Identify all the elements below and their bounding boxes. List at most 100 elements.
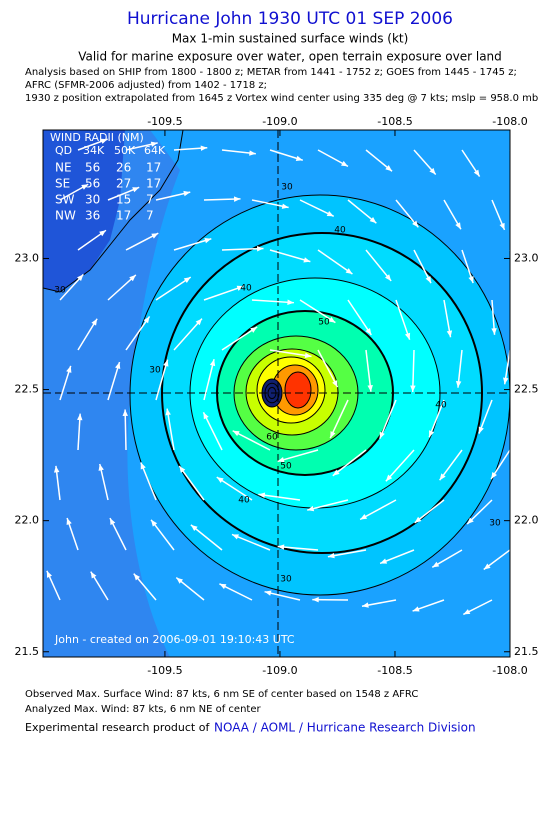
- wind-arrow-head: [295, 155, 303, 161]
- wind-arrow: [359, 499, 397, 521]
- wind-arrow: [509, 150, 510, 152]
- x-tick-label: -109.5: [147, 115, 182, 128]
- wind-arrow-head: [151, 233, 159, 239]
- wind-arrow-head: [115, 362, 121, 370]
- note: AFRC (SFMR-2006 adjusted) from 1402 - 17…: [25, 80, 267, 91]
- wind-arrow-head: [90, 571, 97, 579]
- wind-arrow: [251, 299, 294, 304]
- wind-arrow: [140, 462, 157, 501]
- note: Analysis based on SHIP from 1800 - 1800 …: [25, 67, 517, 78]
- wind-arrow-head: [256, 245, 264, 252]
- wind-arrow-head: [513, 275, 518, 282]
- wind-arrow-head: [176, 577, 184, 584]
- wind-arrow: [379, 399, 397, 440]
- wind-arrow-head: [46, 570, 53, 578]
- y-tick-label: 22.5: [514, 383, 539, 396]
- plot-border: [42, 129, 511, 658]
- wind-radii-header: 34K: [83, 144, 105, 157]
- wind-arrow: [124, 409, 127, 451]
- wind-arrow-head: [341, 160, 349, 167]
- contour: [256, 356, 326, 424]
- wind-arrow-head: [151, 519, 158, 527]
- footer-link[interactable]: NOAA / AOML / Hurricane Research Divisio…: [214, 721, 476, 735]
- wind-arrow-head: [327, 552, 335, 559]
- wind-arrow-head: [183, 277, 191, 283]
- wind-arrow-head: [281, 203, 289, 209]
- x-tick-label: -108.5: [377, 664, 412, 677]
- wind-arrow-head: [478, 426, 484, 434]
- wind-radii-title: WIND RADII (NM): [50, 131, 144, 144]
- wind-arrow: [221, 326, 258, 351]
- wind-arrow-head: [491, 328, 497, 335]
- subtitle: Max 1-min sustained surface winds (kt): [172, 32, 409, 46]
- wind-arrow-head: [100, 138, 108, 144]
- wind-arrow-head: [249, 150, 256, 156]
- wind-radii-cell: 15: [116, 193, 131, 207]
- frame: [42, 129, 511, 658]
- footer-analyzed: Analyzed Max. Wind: 87 kts, 6 nm NE of c…: [25, 704, 261, 715]
- y-tick-label: 22.0: [514, 514, 539, 527]
- y-tick-label: 21.5: [15, 645, 40, 658]
- wind-arrow: [155, 359, 169, 401]
- wind-arrow-head: [195, 318, 202, 326]
- wind-arrow: [155, 276, 192, 301]
- wind-arrow-head: [183, 190, 191, 197]
- wind-radii-cell: NE: [55, 161, 72, 175]
- footer-prefix: Experimental research product of: [25, 721, 210, 734]
- wind-arrow: [232, 430, 271, 451]
- wind-arrow-head: [264, 590, 272, 596]
- wind-arrow-head: [519, 171, 524, 178]
- wind-arrow-head: [380, 558, 388, 564]
- wind-arrow-head: [143, 316, 150, 324]
- plot-area: 30 30 30 40 40 40 50 50 60 30 40 30 WIND RADII (NM)Q…: [43, 130, 524, 657]
- wind-arrow: [166, 408, 175, 451]
- contour-label: 30: [489, 519, 501, 529]
- wind-arrow-head: [307, 505, 315, 512]
- wind-arrow-head: [140, 462, 146, 470]
- wind-arrow-head: [491, 472, 497, 479]
- wind-arrow: [216, 476, 253, 501]
- wind-arrow-head: [467, 517, 474, 525]
- wind-arrow-head: [53, 465, 60, 473]
- wind-arrow-head: [165, 408, 171, 416]
- wind-arrow-head: [379, 431, 385, 439]
- x-tick-label: -109.0: [262, 664, 297, 677]
- wind-arrow: [428, 399, 445, 438]
- wind-arrow-head: [385, 474, 393, 482]
- x-tick-label: -108.0: [492, 115, 527, 128]
- contour-label: 40: [435, 401, 447, 411]
- wind-arrow: [277, 545, 319, 551]
- wind-arrow-head: [150, 141, 158, 147]
- wind-arrow-head: [99, 230, 106, 237]
- wind-arrow-head: [326, 211, 334, 217]
- wind-arrow: [329, 399, 349, 439]
- wind-radii-cell: 30: [85, 193, 100, 207]
- wind-arrow: [332, 449, 367, 477]
- wind-arrow-head: [345, 268, 353, 275]
- wind-arrow-head: [361, 602, 369, 608]
- wind-arrow-head: [204, 238, 212, 244]
- wind-arrow-head: [369, 216, 377, 224]
- x-tick-label: -108.0: [492, 664, 527, 677]
- wind-arrow-head: [414, 516, 422, 523]
- wind-arrow-head: [98, 463, 104, 471]
- wind-arrow-head: [66, 365, 72, 373]
- wind-arrow: [178, 465, 205, 501]
- wind-arrow-head: [303, 257, 311, 263]
- y-tick-label: 22.5: [15, 383, 40, 396]
- wind-arrow-head: [429, 167, 436, 175]
- wind-arrow-head: [133, 573, 140, 581]
- wind-arrow-head: [287, 299, 294, 305]
- wind-arrow: [173, 318, 203, 351]
- wind-arrow-head: [66, 518, 72, 525]
- wind-arrow-head: [216, 477, 224, 483]
- wind-arrow-head: [91, 318, 98, 326]
- wind-arrow-head: [203, 412, 209, 420]
- credit: John - created on 2006-09-01 19:10:43 UT…: [54, 633, 295, 646]
- wind-layer: [285, 372, 311, 408]
- wind-arrow-head: [412, 220, 419, 228]
- contour: [245, 348, 339, 436]
- wind-arrow-head: [277, 544, 285, 550]
